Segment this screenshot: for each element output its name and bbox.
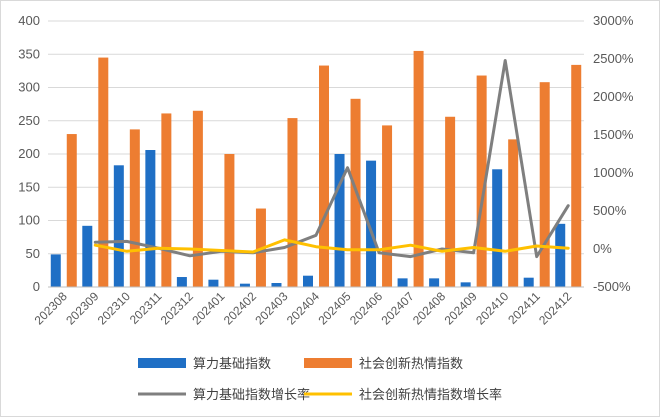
y-right-tick-label: 2500% xyxy=(593,51,634,66)
bar-innovation-index xyxy=(413,50,424,287)
y-left-tick-label: 300 xyxy=(18,80,40,95)
x-tick-label: 202310 xyxy=(95,289,133,327)
x-tick-label: 202404 xyxy=(284,289,322,327)
line-innovation-growth-rate xyxy=(93,238,570,254)
bar-compute-index xyxy=(334,154,345,287)
bar-compute-index xyxy=(397,278,408,287)
bar-series xyxy=(50,50,582,288)
x-tick-label: 202401 xyxy=(189,289,227,327)
y-left-tick-label: 100 xyxy=(18,213,40,228)
bar-compute-index xyxy=(555,223,566,287)
bar-compute-index xyxy=(176,277,187,287)
bar-innovation-index xyxy=(192,110,203,288)
bar-innovation-index xyxy=(382,125,393,287)
bar-compute-index xyxy=(271,283,282,287)
x-tick-label: 202403 xyxy=(252,289,290,327)
bar-compute-index xyxy=(303,275,313,287)
y-left-tick-label: 350 xyxy=(18,46,40,61)
y-left-tick-label: 400 xyxy=(18,13,40,28)
x-tick-label: 202311 xyxy=(127,289,165,327)
legend-swatch-series-0 xyxy=(138,358,186,368)
y-left-tick-label: 0 xyxy=(33,279,40,294)
y-right-tick-label: -500% xyxy=(593,279,631,294)
legend-swatch-series-1 xyxy=(304,358,352,368)
y-axis-right: -500% 0% 500% 1000% 1500% 2000% 2500% 3000% xyxy=(593,13,634,294)
x-tick-label: 202309 xyxy=(63,289,101,327)
bar-innovation-index xyxy=(224,154,235,287)
x-tick-label: 202410 xyxy=(473,289,511,327)
line-series xyxy=(93,59,570,259)
bar-compute-index xyxy=(145,150,156,287)
line-compute-growth-rate xyxy=(93,59,570,259)
y-right-tick-label: 1000% xyxy=(593,165,634,180)
bar-compute-index xyxy=(366,160,377,287)
y-right-tick-label: 3000% xyxy=(593,13,634,28)
y-right-tick-label: 1500% xyxy=(593,127,634,142)
y-left-tick-label: 50 xyxy=(26,246,40,261)
bar-compute-index xyxy=(460,282,471,287)
x-tick-label: 202406 xyxy=(347,289,385,327)
bar-innovation-index xyxy=(98,57,109,288)
x-axis: 2023082023092023102023112023122024012024… xyxy=(32,286,584,327)
bar-compute-index xyxy=(50,254,61,287)
x-tick-label: 202408 xyxy=(410,289,448,327)
bar-innovation-index xyxy=(319,65,329,288)
y-left-tick-label: 200 xyxy=(18,146,40,161)
y-left-tick-label: 150 xyxy=(18,179,40,194)
x-tick-label: 202412 xyxy=(536,289,574,327)
bar-innovation-index xyxy=(508,139,519,287)
legend-label-series-3: 社会创新热情指数增长率 xyxy=(359,387,502,402)
x-tick-label: 202405 xyxy=(315,289,353,327)
legend-label-series-0: 算力基础指数 xyxy=(193,356,271,371)
y-right-tick-label: 500% xyxy=(593,203,627,218)
y-left-tick-label: 250 xyxy=(18,113,40,128)
bar-innovation-index xyxy=(66,134,77,287)
bar-innovation-index xyxy=(287,118,298,287)
bar-innovation-index xyxy=(539,82,550,288)
bar-compute-index xyxy=(113,165,124,287)
bar-compute-index xyxy=(523,277,534,287)
bar-compute-index xyxy=(208,279,219,287)
bar-innovation-index xyxy=(129,129,140,287)
legend-label-series-1: 社会创新热情指数 xyxy=(359,356,463,371)
bar-compute-index xyxy=(429,278,440,287)
bar-innovation-index xyxy=(445,116,456,287)
bar-innovation-index xyxy=(476,75,487,287)
x-tick-label: 202402 xyxy=(221,289,259,327)
bar-innovation-index xyxy=(161,113,172,287)
x-tick-label: 202407 xyxy=(378,289,416,327)
y-axis-left: 0 50 100 150 200 250 300 350 400 xyxy=(18,13,40,294)
legend-label-series-2: 算力基础指数增长率 xyxy=(193,387,310,402)
legend: 算力基础指数 社会创新热情指数 算力基础指数增长率 社会创新热情指数增长率 xyxy=(138,356,502,402)
bar-compute-index xyxy=(82,225,93,287)
x-tick-label: 202411 xyxy=(505,289,543,327)
x-tick-label: 202308 xyxy=(32,289,70,327)
x-tick-label: 202312 xyxy=(158,289,196,327)
y-right-tick-label: 0% xyxy=(593,241,612,256)
bar-compute-index xyxy=(239,283,250,287)
bar-innovation-index xyxy=(571,64,582,287)
y-right-tick-label: 2000% xyxy=(593,89,634,104)
bar-compute-index xyxy=(492,169,503,287)
x-tick-label: 202409 xyxy=(442,289,480,327)
